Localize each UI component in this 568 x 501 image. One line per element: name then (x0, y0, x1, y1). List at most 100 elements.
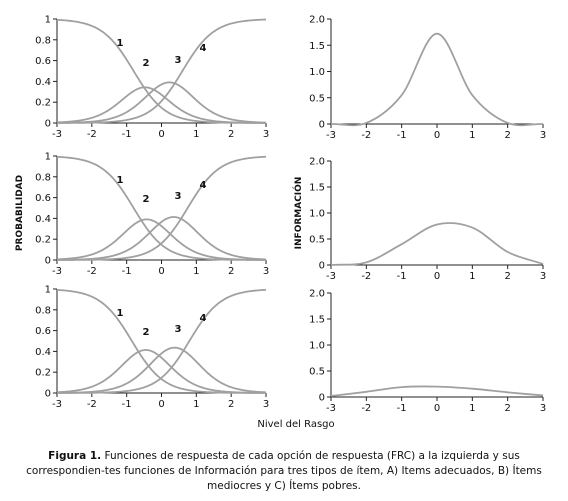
info-panel-2-x-tick-label: -2 (361, 271, 371, 282)
frc-panel-2-y-tick-label: 0.2 (35, 235, 51, 246)
figure-canvas: -3 -2 -1 0 1 2 3 0 0.2 0.4 0.6 0.8 1 1 2 3 4 -3 -2 -1 0 1 2 3 0 0… (15, 15, 546, 431)
frc-panel-1-x-tick-label: 0 (158, 129, 164, 140)
frc-panel-3-series-3-line (56, 346, 267, 394)
info-panel-3-y-tick-label: 0.5 (309, 367, 325, 378)
info-panel-2-x-tick-label: 0 (434, 271, 440, 282)
frc-panel-1-y-tick-label: 0.6 (35, 56, 51, 67)
caption-bold: Figura 1. (48, 450, 102, 462)
frc-panel-1-y-tick-label: 0.8 (35, 35, 51, 46)
frc-panel-3-series-3-label: 3 (175, 324, 182, 335)
y-axis-title-left: PROBABILIDAD (15, 175, 25, 251)
frc-panel-2-x-tick-label: -1 (122, 266, 132, 277)
info-panel-1-information-line (330, 32, 544, 127)
frc-panel-3-series-2-line (56, 349, 267, 394)
frc-panel-2-series-1-label: 1 (117, 175, 124, 186)
frc-panel-1-series-2-label: 2 (143, 58, 150, 69)
info-panel-1-x-tick-label: 2 (504, 130, 510, 141)
frc-panel-1-y-tick-label: 0.2 (35, 98, 51, 109)
info-panel-3-x-tick-label: 0 (434, 403, 440, 414)
info-panel-1-x-tick-label: 1 (469, 130, 475, 141)
frc-panel-3-y-tick-label: 1 (45, 285, 51, 296)
frc-panel-2-series-4-line (57, 155, 267, 261)
info-panel-2-x-tick-label: -1 (397, 271, 407, 282)
info-panel-3-y-tick-label: 1.0 (309, 341, 325, 352)
frc-panel-1-series-1-label: 1 (117, 38, 124, 49)
info-panel-1-x-tick-label: 0 (434, 130, 440, 141)
info-panel-2-y-tick-label: 2.0 (309, 157, 325, 168)
info-panel-1-y-tick-label: 1.0 (309, 67, 325, 78)
frc-panel-3-y-tick-label: 0 (45, 389, 51, 400)
info-panel-3-x-tick-label: 3 (540, 403, 546, 414)
info-panel-2-y-tick-label: 0 (319, 261, 325, 272)
frc-panel-3-x-tick-label: 2 (228, 399, 234, 410)
frc-panel-2-x-tick-label: 2 (228, 266, 234, 277)
info-panel-1-x-tick-label: -3 (326, 130, 336, 141)
frc-panel-2-series-2-label: 2 (143, 194, 150, 205)
info-panel-2-y-tick-label: 0.5 (309, 235, 325, 246)
frc-panel-1-series-4-line (57, 18, 267, 124)
frc-panel-3-x-tick-label: 0 (158, 399, 164, 410)
frc-panel-2-series-1-line (56, 155, 267, 261)
info-panel-3-information-line (330, 385, 544, 397)
frc-panel-2-series-3-line (56, 216, 267, 261)
info-panel-2-axes: -3 -2 -1 0 1 2 3 0 0.5 1.0 1.5 2.0 (309, 157, 546, 283)
frc-panel-3-x-tick-label: 1 (193, 399, 199, 410)
frc-panel-1-x-tick-label: -1 (122, 129, 132, 140)
frc-panel-2-series-2-line (56, 218, 267, 261)
info-panel-3-y-tick-label: 0 (319, 393, 325, 404)
x-axis-title: Nivel del Rasgo (257, 419, 334, 430)
caption-text: Funciones de respuesta de cada opción de… (26, 450, 542, 492)
frc-panel-1-y-tick-label: 1 (45, 15, 51, 26)
frc-panel-2-x-tick-label: 1 (193, 266, 199, 277)
frc-panel-3-series-4-line (56, 288, 267, 394)
info-panel-3-x-tick-label: -2 (361, 403, 371, 414)
frc-panel-2-series-4-label: 4 (200, 180, 207, 191)
info-panel-1-y-tick-label: 0 (319, 120, 325, 131)
frc-panel-3-x-tick-label: 3 (263, 399, 269, 410)
info-panel-1-x-tick-label: -2 (361, 130, 371, 141)
frc-panel-2-y-tick-label: 1 (45, 152, 51, 163)
frc-panel-3-axes: -3 -2 -1 0 1 2 3 0 0.2 0.4 0.6 0.8 1 (35, 285, 269, 411)
info-panel-1-axes: -3 -2 -1 0 1 2 3 0 0.5 1.0 1.5 2.0 (309, 15, 546, 142)
info-panel-2-y-tick-label: 1.5 (309, 183, 325, 194)
frc-panel-1-x-tick-label: -2 (87, 129, 97, 140)
frc-panel-1-series-2-line (56, 86, 266, 124)
frc-panel-3-series-4-label: 4 (200, 313, 207, 324)
info-panel-2-x-tick-label: 2 (504, 271, 510, 282)
frc-panel-2-x-tick-label: 3 (263, 266, 269, 277)
info-panel-1-y-tick-label: 2.0 (309, 15, 325, 26)
frc-panel-2-x-tick-label: -2 (87, 266, 97, 277)
info-panel-3-axes: -3 -2 -1 0 1 2 3 0 0.5 1.0 1.5 2.0 (309, 289, 546, 415)
frc-panel-1-x-tick-label: 3 (263, 129, 269, 140)
frc-panel-1-series-3-line (56, 81, 267, 124)
info-panel-3-x-tick-label: 1 (469, 403, 475, 414)
info-panel-1-y-tick-label: 1.5 (309, 41, 325, 52)
y-axis-title-right: INFORMACIÓN (292, 177, 304, 250)
frc-panel-3-x-tick-label: -2 (87, 399, 97, 410)
frc-panel-3-x-tick-label: -1 (122, 399, 132, 410)
frc-panel-3-x-tick-label: -3 (52, 399, 62, 410)
frc-panel-1-series-3-label: 3 (175, 55, 182, 66)
info-panel-2-x-tick-label: 3 (540, 271, 546, 282)
frc-panel-3-y-tick-label: 0.2 (35, 368, 51, 379)
frc-panel-3-series-2-label: 2 (143, 327, 150, 338)
frc-panel-2-y-tick-label: 0.6 (35, 193, 51, 204)
info-panel-3-x-tick-label: -3 (326, 403, 336, 414)
info-panel-3-x-tick-label: 2 (504, 403, 510, 414)
figure-caption: Figura 1. Funciones de respuesta de cada… (8, 449, 560, 494)
info-panel-3-y-tick-label: 1.5 (309, 315, 325, 326)
frc-panel-1-x-tick-label: 2 (228, 129, 234, 140)
info-panel-2-x-tick-label: -3 (326, 271, 336, 282)
frc-panel-1-series-1-line (56, 18, 267, 124)
info-panel-1-y-tick-label: 0.5 (309, 93, 325, 104)
frc-panel-3-y-tick-label: 0.8 (35, 305, 51, 316)
info-panel-3-x-tick-label: -1 (397, 403, 407, 414)
frc-panel-3-y-tick-label: 0.6 (35, 326, 51, 337)
frc-panel-3-series-1-label: 1 (117, 308, 124, 319)
frc-panel-2-x-tick-label: 0 (158, 266, 164, 277)
frc-panel-1-x-tick-label: 1 (193, 129, 199, 140)
frc-panel-1-series-4-label: 4 (200, 43, 207, 54)
frc-panel-2-y-tick-label: 0.4 (35, 214, 51, 225)
frc-panel-2-y-tick-label: 0 (45, 256, 51, 267)
frc-panel-1-y-tick-label: 0.4 (35, 77, 51, 88)
